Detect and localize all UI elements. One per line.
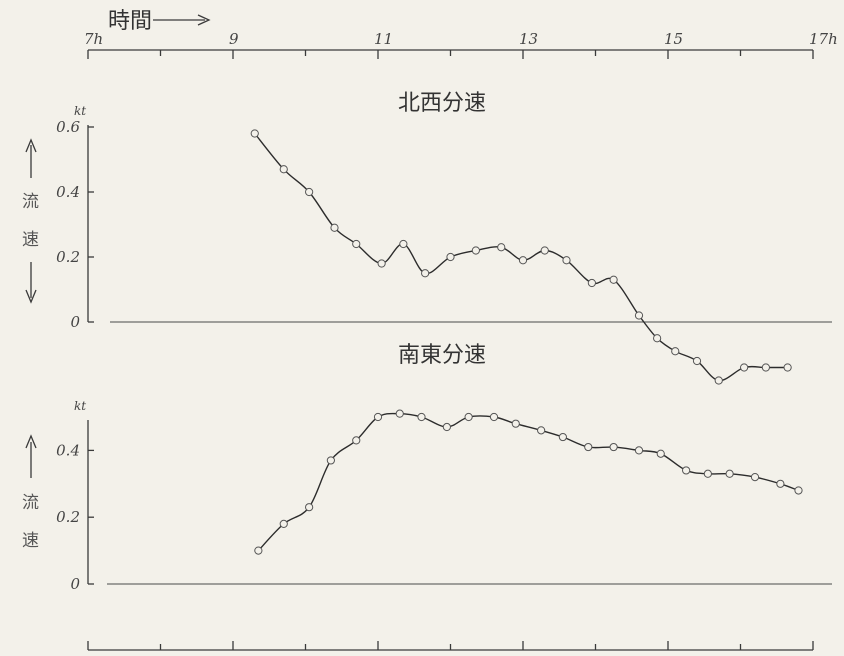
ylabel-char-1: 流	[22, 192, 39, 212]
top-time-axis: 7h 9 11 13 15 17h	[84, 30, 838, 59]
data-point	[761, 363, 770, 372]
data-point	[471, 246, 480, 255]
y-tick-label: 0.6	[56, 118, 80, 136]
data-point	[497, 243, 506, 252]
time-header: 時間	[108, 9, 211, 34]
series-line	[257, 412, 799, 552]
time-tick-label: 13	[519, 30, 538, 48]
data-point	[537, 426, 546, 435]
panel-southeast-axes: kt 0.4 0.2 0	[56, 399, 832, 593]
up-arrow-icon-2	[25, 434, 37, 449]
data-point	[653, 334, 662, 343]
data-point	[634, 446, 644, 455]
data-point	[656, 449, 665, 458]
panel-northwest: 北西分速 kt0.6 0.4 0.2 0 流 速	[22, 91, 832, 385]
data-point	[783, 363, 792, 372]
data-point	[442, 422, 451, 432]
data-point	[250, 129, 259, 138]
y-tick-label: 0	[70, 313, 80, 331]
data-point	[326, 456, 335, 465]
data-point	[558, 432, 567, 442]
up-arrow-icon	[25, 138, 37, 153]
data-point	[511, 419, 520, 428]
data-point	[562, 256, 571, 265]
data-point	[609, 442, 618, 452]
data-point	[714, 376, 723, 385]
data-point	[305, 503, 314, 512]
time-tick-label: 7h	[84, 30, 103, 48]
y-tick-label: 0.4	[56, 183, 80, 201]
time-label: 時間	[108, 9, 152, 34]
data-point	[692, 356, 702, 366]
data-point	[671, 347, 680, 356]
data-point	[352, 436, 361, 445]
panel-southeast-title: 南東分速	[398, 343, 486, 368]
data-point	[352, 239, 361, 249]
data-point	[776, 479, 785, 488]
data-point	[725, 469, 734, 478]
data-point	[584, 442, 593, 452]
data-point	[540, 246, 549, 255]
data-point	[305, 187, 314, 197]
data-point	[254, 546, 263, 555]
y-tick-label: 0.4	[56, 441, 80, 459]
data-point	[279, 165, 288, 174]
data-point	[421, 269, 430, 278]
data-point	[750, 473, 760, 482]
data-point	[518, 256, 528, 265]
y-unit-label: kt	[74, 399, 86, 413]
data-point	[399, 239, 408, 249]
panel-northwest-axes: kt0.6 0.4 0.2 0	[56, 104, 832, 331]
panel-northwest-ylabel: 流 速	[22, 138, 39, 304]
ylabel2-char-2: 速	[22, 531, 39, 551]
ylabel2-char-1: 流	[22, 493, 39, 513]
data-point	[279, 519, 288, 528]
time-arrow-head-icon	[197, 14, 211, 26]
data-point	[609, 275, 618, 284]
panel-southeast-series	[254, 409, 803, 555]
y-unit-label: kt	[74, 104, 86, 118]
data-point	[417, 412, 426, 422]
panel-southeast-ylabel: 流 速	[22, 434, 39, 551]
data-point	[587, 278, 596, 288]
y-tick-label: 0.2	[56, 248, 80, 266]
data-point	[740, 363, 749, 372]
data-point	[634, 311, 644, 320]
time-tick-label: 15	[664, 30, 683, 48]
data-point	[377, 259, 386, 268]
ylabel-char-2: 速	[22, 230, 39, 250]
time-tick-label: 11	[374, 30, 393, 48]
data-point	[794, 486, 803, 495]
data-point	[682, 466, 691, 475]
data-point	[330, 223, 339, 232]
panel-northwest-title: 北西分速	[398, 91, 486, 116]
data-point	[489, 412, 499, 422]
y-tick-label: 0	[70, 575, 80, 593]
time-tick-label: 17h	[809, 30, 838, 48]
data-point	[446, 252, 455, 262]
data-point	[464, 412, 473, 422]
time-tick-label: 9	[229, 30, 239, 48]
down-arrow-icon	[25, 289, 37, 304]
data-point	[373, 412, 383, 422]
y-tick-label: 0.2	[56, 508, 80, 526]
data-point	[395, 409, 404, 418]
panel-southeast: 南東分速 kt 0.4 0.2 0 流 速	[22, 343, 832, 593]
bottom-time-axis	[87, 641, 814, 651]
data-point	[703, 469, 712, 478]
panel-northwest-series	[250, 129, 792, 385]
